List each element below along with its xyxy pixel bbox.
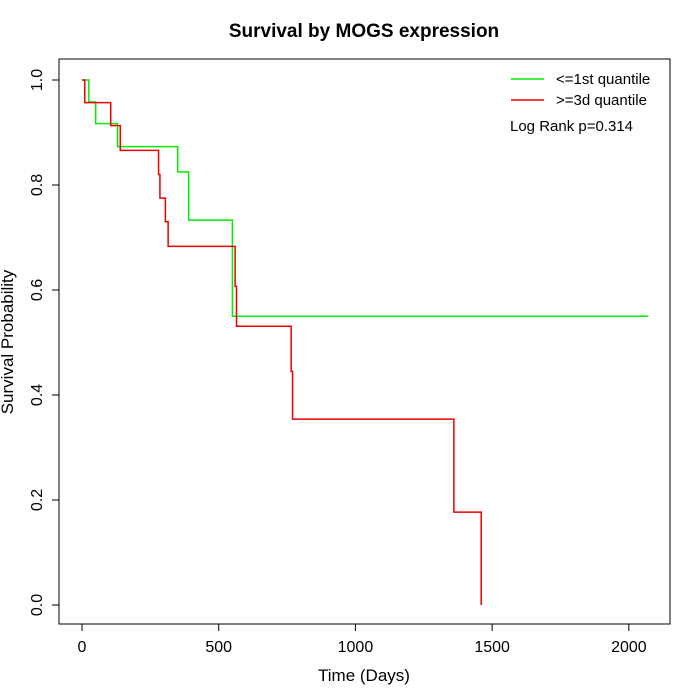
y-tick-label: 0.2: [29, 489, 46, 511]
x-tick-label: 500: [205, 639, 232, 656]
chart-title: Survival by MOGS expression: [229, 21, 499, 42]
y-axis-label: Survival Probability: [0, 269, 17, 414]
x-axis-label: Time (Days): [318, 666, 410, 685]
x-tick-label: 2000: [611, 639, 647, 656]
y-tick-label: 0.0: [29, 594, 46, 616]
y-tick-label: 0.4: [29, 384, 46, 406]
logrank-annotation: Log Rank p=0.314: [510, 118, 633, 135]
x-tick-label: 1500: [474, 639, 510, 656]
series-line-low: [82, 79, 648, 317]
legend-label-high: >=3d quantile: [556, 92, 647, 109]
plot-frame: [58, 58, 671, 625]
series-layer: [82, 79, 648, 605]
y-axis: 0.0 0.2 0.4 0.6 0.8 1.0: [29, 69, 60, 616]
x-tick-label: 1000: [338, 639, 374, 656]
x-axis: 0 500 1000 1500 2000: [78, 623, 647, 656]
legend-label-low: <=1st quantile: [556, 71, 650, 88]
y-tick-label: 0.8: [29, 174, 46, 196]
y-tick-label: 1.0: [29, 69, 46, 91]
y-tick-label: 0.6: [29, 279, 46, 301]
legend: <=1st quantile >=3d quantile: [511, 71, 650, 109]
x-tick-label: 0: [78, 639, 87, 656]
series-line-high: [82, 79, 482, 605]
